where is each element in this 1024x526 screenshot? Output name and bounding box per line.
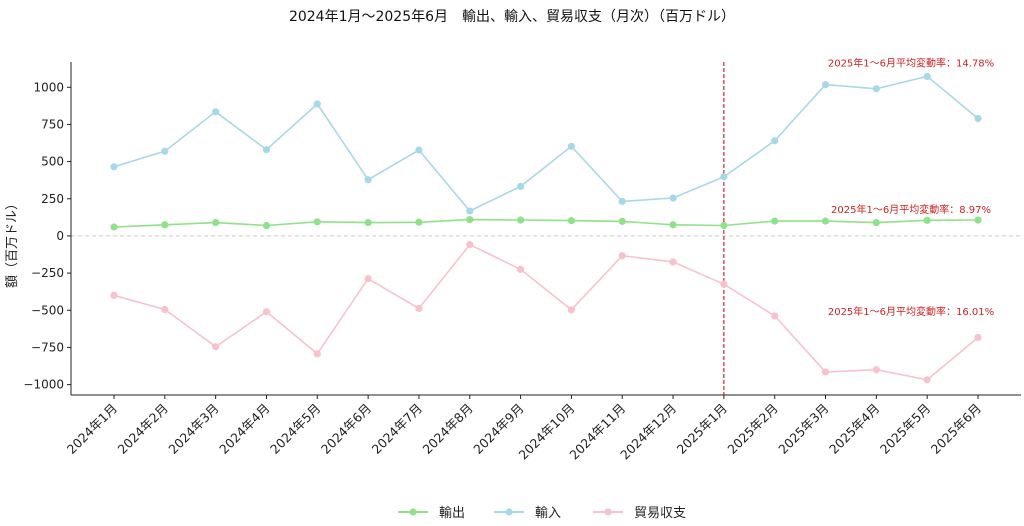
data-point [364,275,372,283]
chart-title: 2024年1月～2025年6月 輸出、輸入、貿易収支（月次）（百万ドル） [289,9,735,25]
x-tick-label: 2025年4月 [826,401,882,457]
data-point [618,252,626,260]
y-tick-label: −1000 [23,378,64,392]
x-tick-label: 2025年2月 [724,401,780,457]
data-point [161,221,169,229]
x-tick-label: 2024年5月 [267,401,323,457]
series-line-2 [113,243,979,381]
data-point [720,280,728,288]
data-point [161,305,169,314]
y-tick-label: 0 [56,229,64,243]
data-point [161,147,169,155]
y-tick-label: −750 [31,340,64,354]
x-tick-label: 2024年1月 [64,401,120,457]
series-line-1 [113,75,979,212]
y-tick-label: 500 [41,155,64,169]
data-point [262,146,271,154]
data-point [212,108,220,116]
data-point [923,72,931,81]
data-point [262,221,271,230]
x-tick-label: 2025年1月 [674,401,730,457]
data-point [821,217,830,225]
data-point [669,194,677,202]
data-point [567,217,576,225]
x-tick-label: 2025年5月 [877,401,933,457]
data-point [923,216,931,224]
data-point [212,343,220,351]
data-point [618,217,626,225]
data-point [415,218,423,226]
data-point [821,80,830,89]
data-point [669,258,677,266]
data-point [974,114,982,123]
data-point [212,218,220,227]
data-point [516,216,525,224]
data-point [415,304,423,313]
x-tick-label: 2024年8月 [419,401,475,457]
data-point [720,173,728,181]
data-point [110,223,118,231]
data-point [110,163,118,171]
x-tick-label: 2025年6月 [928,401,984,457]
y-tick-label: −500 [31,303,64,317]
data-point [974,216,982,224]
legend-swatch-marker [409,508,417,516]
legend-label: 輸出 [439,506,465,521]
change-rate-annotation: 2025年1～6月平均変動率：16.01% [828,305,994,318]
data-point [313,350,321,358]
data-point [415,146,423,154]
data-point [872,366,880,374]
legend-swatch-marker [604,508,612,516]
series-line-0 [113,218,979,228]
change-rate-annotation: 2025年1～6月平均変動率：14.78% [828,57,994,70]
x-tick-label: 2024年2月 [115,401,171,457]
data-point [567,142,576,150]
y-tick-label: 750 [41,117,64,131]
data-point [771,137,779,145]
data-point [466,207,474,215]
y-tick-label: 250 [41,192,64,206]
data-point [974,333,982,342]
data-point [313,218,321,226]
data-point [516,182,525,191]
data-point [567,306,576,314]
data-point [110,291,118,299]
data-point [262,308,271,316]
x-tick-label: 2024年4月 [216,401,272,457]
legend-label: 輸入 [535,506,561,521]
data-point [872,85,880,93]
data-point [466,240,474,249]
legend-swatch-marker [505,508,513,516]
y-tick-label: 1000 [33,80,64,94]
data-point [669,221,677,229]
y-axis-label: 額（百万ドル） [5,197,20,288]
data-point [364,176,372,184]
data-point [821,368,830,376]
data-point [364,218,372,227]
data-point [872,218,880,227]
data-point [771,312,779,320]
change-rate-annotation: 2025年1～6月平均変動率：8.97% [831,203,991,216]
data-point [923,376,931,384]
data-point [516,265,525,273]
x-tick-label: 2024年6月 [318,401,374,457]
data-point [771,217,779,225]
x-tick-label: 2024年3月 [165,401,221,457]
data-point [618,197,626,206]
x-tick-label: 2024年7月 [369,401,425,457]
data-point [720,221,728,230]
x-tick-label: 2025年3月 [775,401,831,457]
legend-label: 貿易収支 [634,506,686,521]
data-point [313,100,321,108]
y-tick-label: −250 [31,266,64,280]
data-point [466,215,474,224]
